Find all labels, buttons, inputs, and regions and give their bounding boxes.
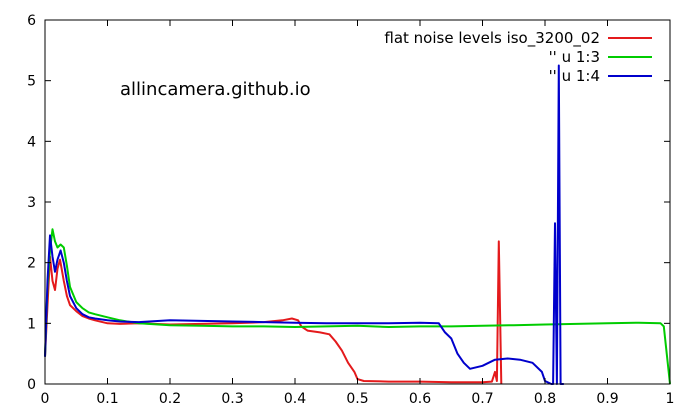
series-line-2 [44, 228, 671, 385]
legend-label-3: '' u 1:4 [549, 67, 600, 85]
tick-layer: 0 0.1 0.2 0.3 0.4 0.5 0.6 0.7 0.8 0.9 1 0 1 2 3 4 5 6 [27, 13, 674, 407]
x-tick-label: 0.7 [471, 391, 493, 407]
x-tick-label: 0.2 [159, 391, 181, 407]
x-tick-label: 0.3 [221, 391, 243, 407]
y-tick-label: 4 [27, 134, 36, 150]
y-tick-label: 6 [27, 13, 36, 29]
x-tick-label: 0.8 [534, 391, 556, 407]
y-tick-label: 2 [27, 256, 36, 272]
x-tick-label: 0.1 [96, 391, 118, 407]
legend-label-2: '' u 1:3 [549, 48, 600, 66]
x-tick-label: 0 [41, 391, 50, 407]
x-tick-label: 0.4 [284, 391, 306, 407]
x-tick-label: 1 [666, 391, 675, 407]
y-tick-label: 5 [27, 74, 36, 90]
y-tick-label: 1 [27, 316, 36, 332]
y-tick-label: 3 [27, 195, 36, 211]
legend: flat noise levels iso_3200_02'' u 1:3'' … [384, 29, 652, 85]
x-tick-label: 0.5 [346, 391, 368, 407]
y-tick-label: 0 [27, 377, 36, 393]
legend-label-1: flat noise levels iso_3200_02 [384, 29, 600, 48]
series-layer [44, 64, 671, 385]
x-tick-label: 0.9 [596, 391, 618, 407]
x-tick-label: 0.6 [409, 391, 431, 407]
series-line-3 [44, 64, 564, 385]
series-line-1 [44, 240, 503, 385]
annotation-text: allincamera.github.io [120, 79, 311, 100]
